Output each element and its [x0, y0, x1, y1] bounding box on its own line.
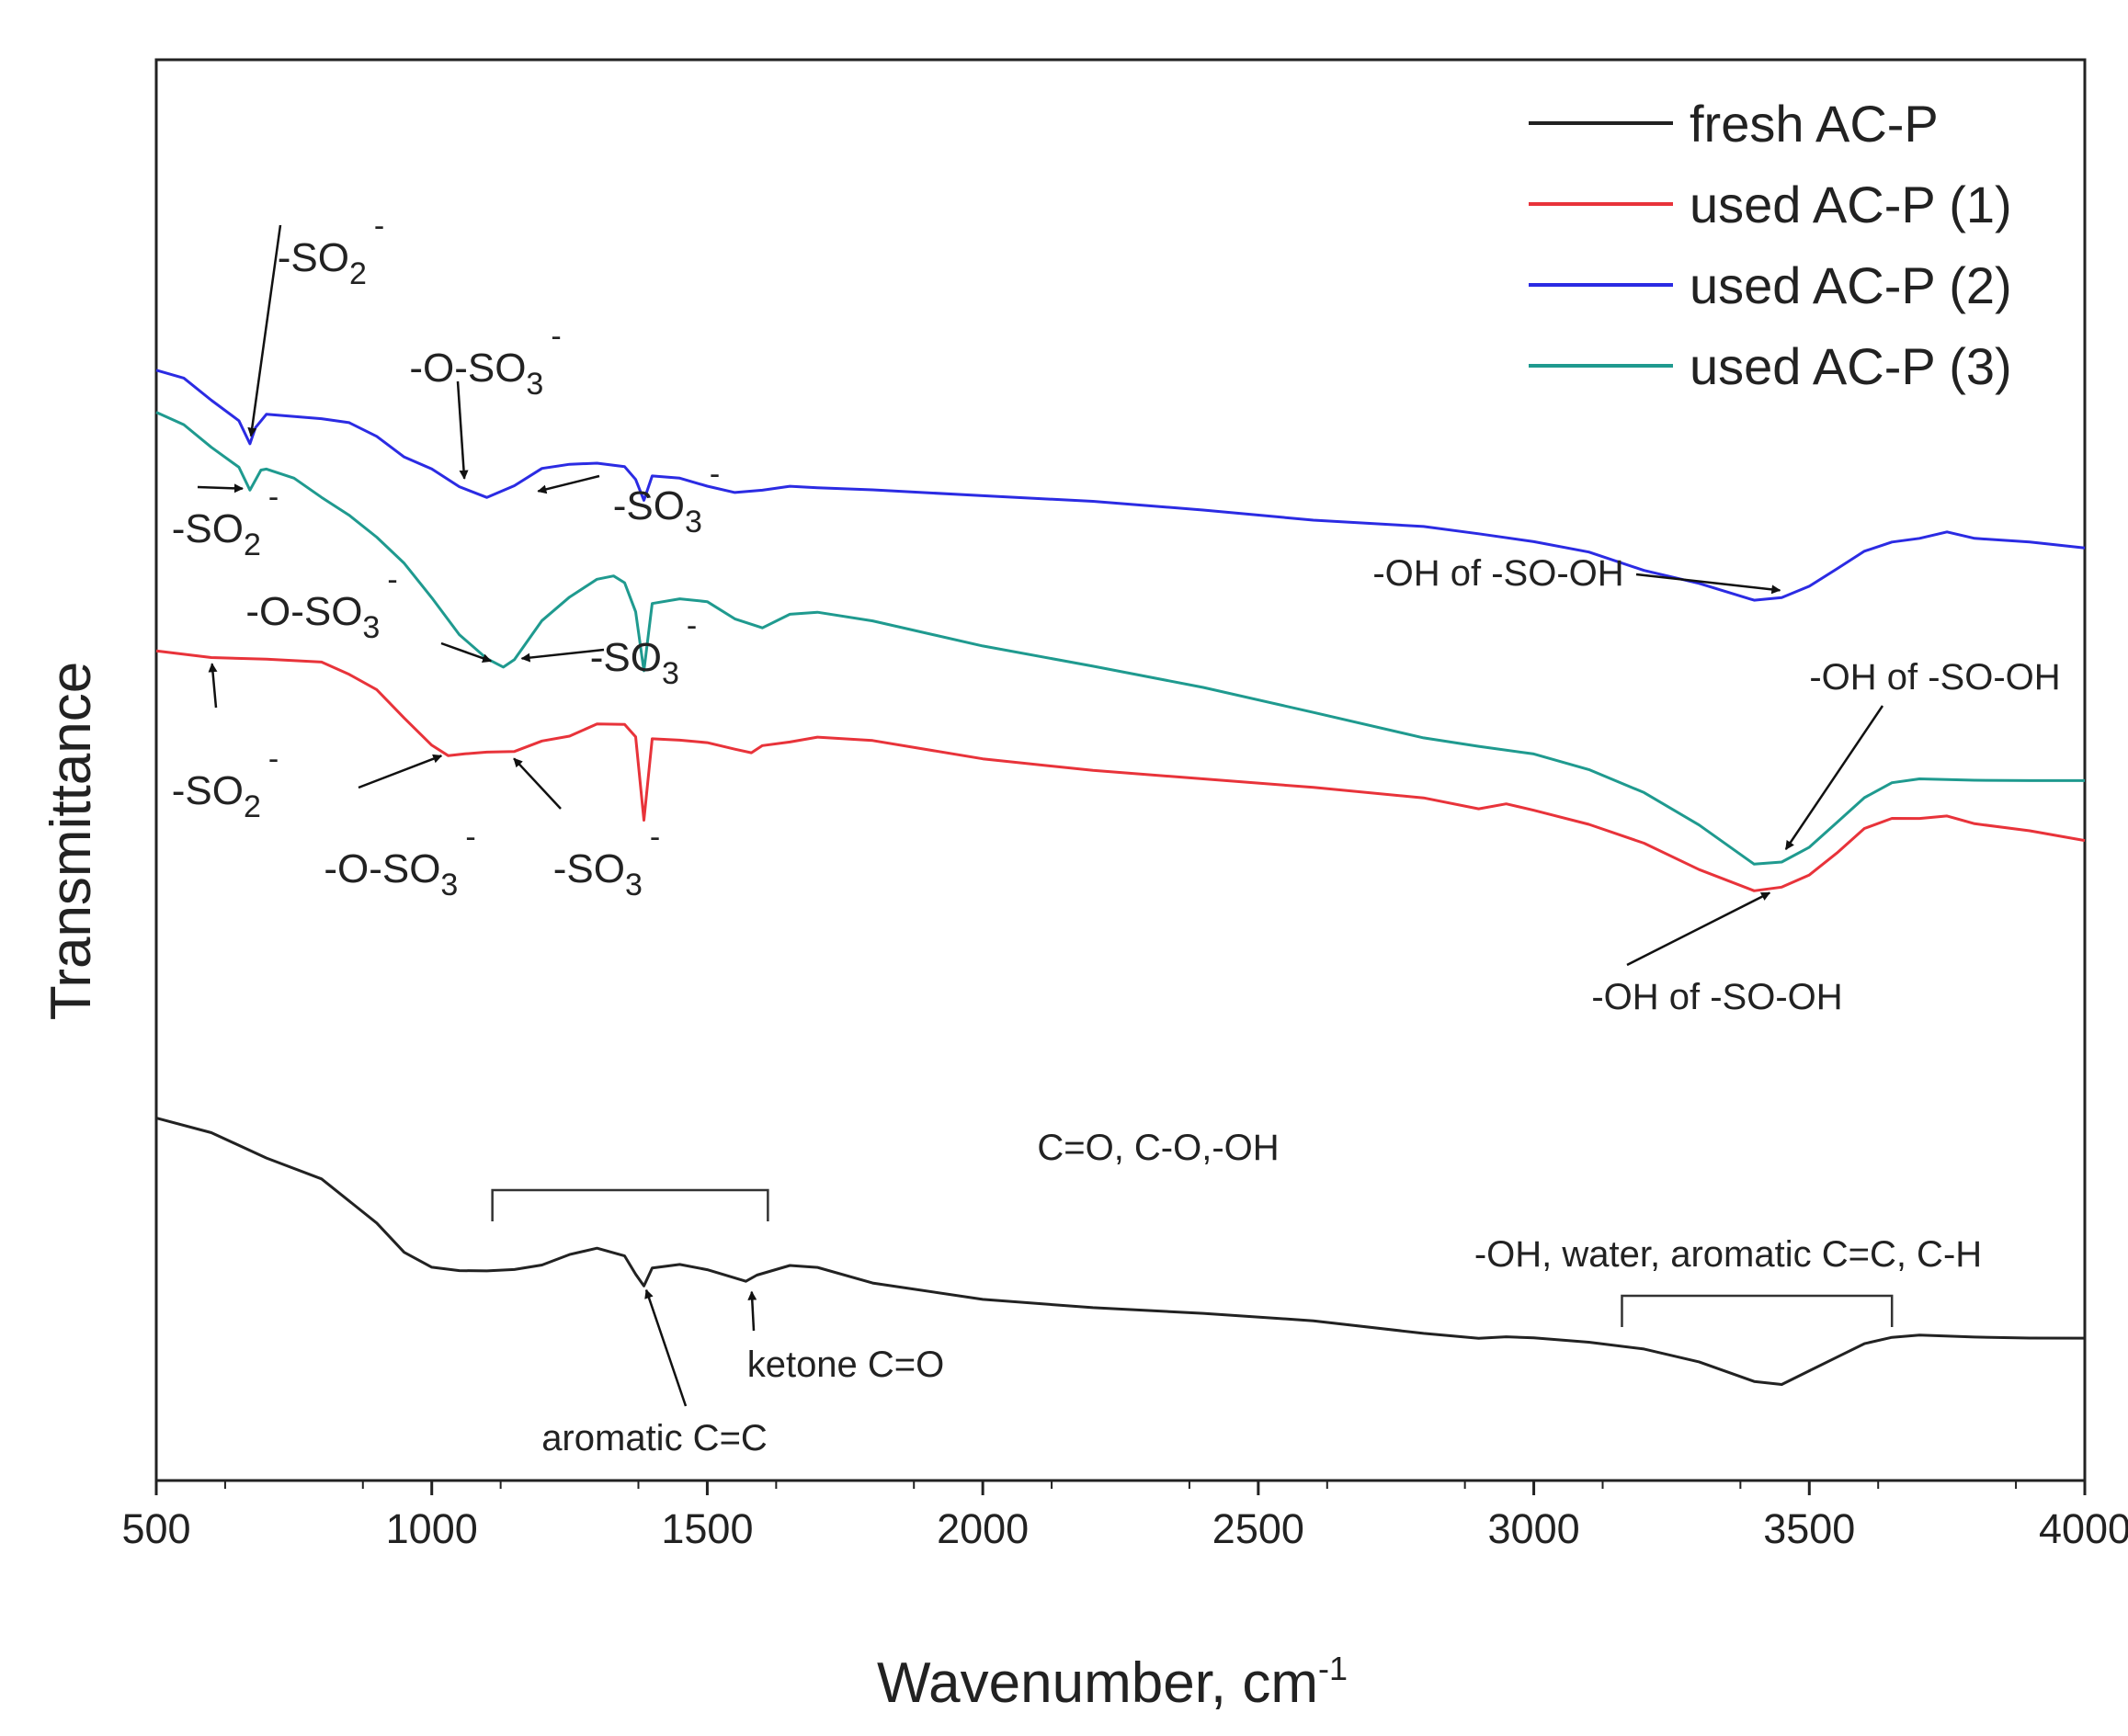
plot-frame: [154, 58, 2087, 1482]
annotation-label: -SO3-: [613, 457, 720, 539]
annotation-subscript: 2: [244, 789, 261, 824]
annotation-text: -SO: [278, 235, 349, 280]
annotation-superscript: -: [687, 608, 697, 643]
annotation-label: -OH of -SO-OH: [1372, 553, 1623, 594]
annotation-label: -O-SO3-: [324, 820, 475, 902]
annotation-bracket: [1621, 1294, 1894, 1327]
annotation-arrow: [456, 380, 469, 480]
legend-label: used AC-P (1): [1690, 176, 2012, 233]
annotation-label: ketone C=O: [747, 1345, 945, 1385]
annotation-text: -OH of -SO-OH: [1591, 977, 1842, 1017]
annotation-arrow: [644, 1288, 688, 1407]
annotation-label: -SO3-: [590, 608, 697, 691]
annotation-label: -SO2-: [278, 209, 384, 291]
annotation-superscript: -: [268, 480, 279, 515]
x-tick-label: 3500: [1763, 1505, 1855, 1552]
annotation-arrow: [358, 754, 443, 789]
annotation-arrow: [197, 483, 244, 494]
x-axis-title-sup: -1: [1318, 1650, 1348, 1687]
annotation-arrow: [537, 474, 600, 494]
annotation-text: ketone C=O: [747, 1345, 945, 1385]
annotation-subscript: 3: [625, 868, 643, 902]
bracket-label: -OH, water, aromatic C=C, C-H: [1474, 1234, 1982, 1275]
annotation-superscript: -: [650, 820, 660, 855]
annotation-subscript: 3: [440, 868, 458, 902]
annotation-subscript: 2: [349, 256, 367, 291]
series-layer: [155, 369, 2086, 1386]
y-axis-title: Transmittance: [40, 662, 103, 1021]
annotation-label: -SO3-: [553, 820, 660, 902]
annotation-label: -OH of -SO-OH: [1591, 977, 1842, 1017]
annotation-label: -SO2-: [172, 742, 279, 824]
annotation-text: -O-SO: [245, 589, 362, 634]
legend: fresh AC-P used AC-P (1) used AC-P (2) used…: [1529, 95, 2012, 395]
series-line-1: [155, 1117, 2086, 1386]
bracket-label: C=O, C-O,-OH: [1037, 1128, 1279, 1168]
legend-label: fresh AC-P: [1690, 95, 1939, 153]
x-axis-ticks: 500 1000 1500 2000 2500 3000 3500 4000: [121, 1481, 2128, 1552]
annotation-text: aromatic C=C: [541, 1418, 768, 1458]
annotation-arrow: [247, 224, 282, 437]
annotation-arrow: [1784, 705, 1884, 850]
annotation-text: -SO: [172, 506, 244, 551]
annotation-superscript: -: [710, 457, 720, 492]
annotation-arrow: [1635, 573, 1781, 595]
annotation-subscript: 3: [526, 367, 543, 402]
annotation-superscript: -: [268, 742, 279, 777]
annotation-superscript: -: [551, 319, 561, 354]
series-line-2: [155, 649, 2086, 892]
bracket-layer: C=O, C-O,-OH -OH, water, aromatic C=C, C-…: [491, 1128, 1982, 1327]
x-axis-title-text: Wavenumber, cm: [877, 1651, 1318, 1715]
series-line-3: [155, 369, 2086, 602]
annotation-text: -O-SO: [324, 846, 440, 891]
annotation-text: -OH of -SO-OH: [1372, 553, 1623, 594]
x-axis-title: Wavenumber, cm-1: [877, 1650, 1348, 1715]
annotation-text: -SO: [172, 768, 244, 813]
annotation-text: -SO: [553, 846, 625, 891]
annotation-layer: -SO2--O-SO3--SO3--OH of -SO-OH-SO2--O-SO…: [172, 209, 2061, 1458]
annotation-text: -SO: [590, 635, 662, 680]
legend-label: used AC-P (3): [1690, 337, 2012, 395]
x-tick-label: 1000: [386, 1505, 478, 1552]
x-tick-label: 4000: [2039, 1505, 2128, 1552]
annotation-label: -SO2-: [172, 480, 279, 562]
x-tick-label: 2000: [937, 1505, 1029, 1552]
annotation-arrow: [208, 663, 218, 709]
annotation-text: -OH of -SO-OH: [1809, 657, 2060, 698]
annotation-label: -O-SO3-: [409, 319, 561, 402]
annotation-subscript: 2: [244, 528, 261, 562]
annotation-text: -SO: [613, 483, 685, 528]
annotation-arrow: [1626, 891, 1771, 967]
annotation-label: -O-SO3-: [245, 562, 397, 645]
x-tick-label: 3000: [1488, 1505, 1580, 1552]
annotation-bracket: [491, 1188, 769, 1221]
annotation-arrow: [747, 1290, 757, 1332]
annotation-superscript: -: [374, 209, 384, 244]
annotation-label: -OH of -SO-OH: [1809, 657, 2060, 698]
x-tick-label: 1500: [661, 1505, 753, 1552]
annotation-subscript: 3: [362, 610, 380, 645]
annotation-arrow: [520, 648, 605, 663]
annotation-subscript: 3: [685, 505, 702, 539]
series-line-4: [155, 411, 2085, 866]
annotation-superscript: -: [387, 562, 397, 597]
annotation-text: -O-SO: [409, 346, 526, 391]
annotation-label: aromatic C=C: [541, 1418, 768, 1458]
x-tick-label: 500: [121, 1505, 190, 1552]
annotation-superscript: -: [465, 820, 475, 855]
annotation-arrow: [513, 757, 562, 810]
legend-label: used AC-P (2): [1690, 256, 2012, 314]
x-tick-label: 2500: [1212, 1505, 1304, 1552]
annotation-arrow: [440, 641, 493, 664]
annotation-subscript: 3: [662, 656, 679, 691]
